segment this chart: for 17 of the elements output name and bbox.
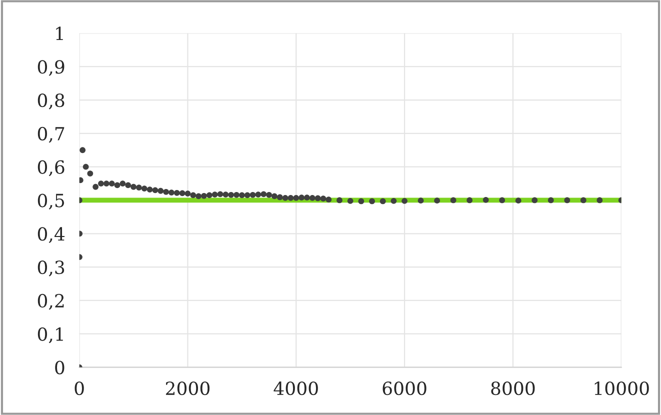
y-tick-label: 0,7 — [38, 126, 64, 143]
y-tick-label: 0,9 — [38, 60, 64, 76]
y-tick-label: 0,4 — [38, 227, 65, 243]
y-tick-label: 0,2 — [38, 294, 64, 310]
y-tick-label: 0,3 — [38, 260, 64, 276]
x-tick-label: 0 — [74, 381, 84, 396]
x-tick-label: 10000 — [594, 381, 649, 396]
x-tick-label: 6000 — [382, 381, 426, 396]
x-tick-label: 4000 — [274, 381, 318, 396]
y-tick-label: 0,1 — [38, 327, 63, 344]
x-tick-label: 8000 — [491, 381, 535, 396]
y-tick-label: 0,6 — [38, 160, 64, 176]
x-tick-label: 2000 — [166, 381, 210, 396]
y-tick-label: 1 — [56, 26, 63, 40]
y-tick-label: 0,8 — [38, 93, 64, 110]
y-tick-label: 0 — [55, 360, 64, 374]
y-tick-label: 0,5 — [38, 194, 64, 210]
